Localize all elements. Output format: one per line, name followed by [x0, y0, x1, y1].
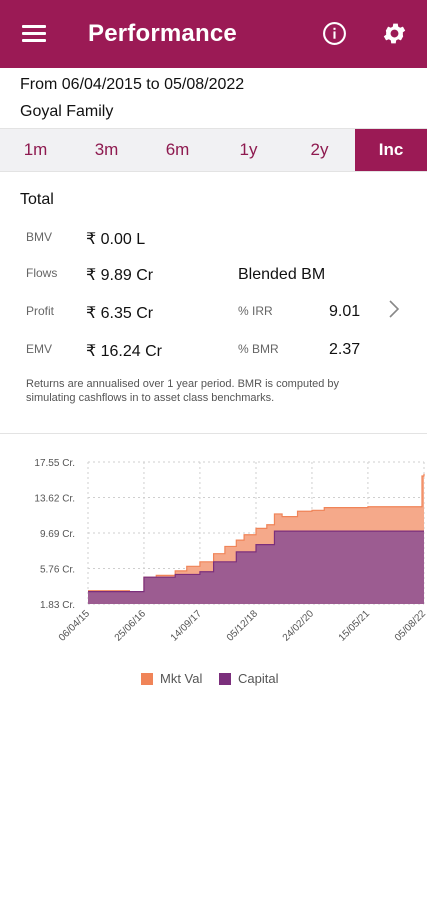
page-title: Performance — [88, 20, 237, 47]
tab-3m[interactable]: 3m — [94, 140, 119, 159]
series-capital-area — [88, 531, 424, 604]
irr-label: % IRR — [238, 304, 273, 318]
legend-mktval-swatch — [141, 673, 153, 685]
profit-value: ₹ 6.35 Cr — [86, 305, 154, 322]
flows-label: Flows — [26, 266, 58, 280]
y-tick-label: 13.62 Cr. — [34, 494, 75, 505]
divider — [0, 433, 427, 434]
family-name: Goyal Family — [20, 103, 114, 120]
x-tick-label: 05/12/18 — [225, 608, 261, 644]
info-icon[interactable] — [322, 21, 347, 46]
bmr-label: % BMR — [238, 342, 279, 356]
flows-value: ₹ 9.89 Cr — [86, 267, 154, 284]
x-tick-label: 15/05/21 — [337, 608, 373, 644]
y-tick-label: 1.83 Cr. — [40, 600, 75, 611]
summary-title: Total — [20, 191, 54, 208]
legend-mktval-label: Mkt Val — [160, 671, 203, 686]
x-tick-label: 05/08/22 — [393, 608, 427, 644]
series-capital-line — [88, 530, 424, 593]
bmv-label: BMV — [26, 230, 53, 244]
tab-2y[interactable]: 2y — [310, 140, 329, 159]
date-range: From 06/04/2015 to 05/08/2022 — [20, 76, 245, 93]
y-tick-label: 9.69 Cr. — [40, 529, 75, 540]
period-tabs: 1m 3m 6m 1y 2y Inc — [0, 128, 427, 172]
bmr-value: 2.37 — [329, 341, 361, 358]
tab-1m[interactable]: 1m — [23, 140, 48, 159]
chevron-right-icon[interactable] — [387, 298, 401, 320]
emv-value: ₹ 16.24 Cr — [86, 343, 162, 360]
x-tick-label: 06/04/15 — [57, 608, 93, 644]
series-mktval-line — [88, 473, 425, 593]
legend-capital-swatch — [219, 673, 231, 685]
x-tick-label: 25/06/16 — [113, 608, 149, 644]
tab-1y[interactable]: 1y — [239, 140, 258, 159]
x-tick-label: 24/02/20 — [281, 608, 317, 644]
bmv-value: ₹ 0.00 L — [86, 231, 146, 248]
y-tick-label: 5.76 Cr. — [40, 565, 75, 576]
returns-note: Returns are annualised over 1 year perio… — [26, 378, 340, 404]
hamburger-menu-icon[interactable] — [22, 25, 46, 43]
emv-label: EMV — [26, 342, 53, 356]
blended-bm-label: Blended BM — [238, 266, 326, 283]
tab-6m[interactable]: 6m — [165, 140, 190, 159]
gear-icon[interactable] — [381, 20, 408, 47]
app-bar: Performance — [0, 0, 427, 68]
x-tick-label: 14/09/17 — [169, 608, 205, 644]
y-tick-label: 17.55 Cr. — [34, 458, 75, 469]
irr-value: 9.01 — [329, 303, 361, 320]
performance-chart: 17.55 Cr. 13.62 Cr. 9.69 Cr. 5.76 Cr. 1.83 C… — [34, 458, 427, 644]
profit-label: Profit — [26, 304, 55, 318]
legend-capital-label: Capital — [238, 671, 279, 686]
tab-inc[interactable]: Inc — [355, 129, 427, 171]
